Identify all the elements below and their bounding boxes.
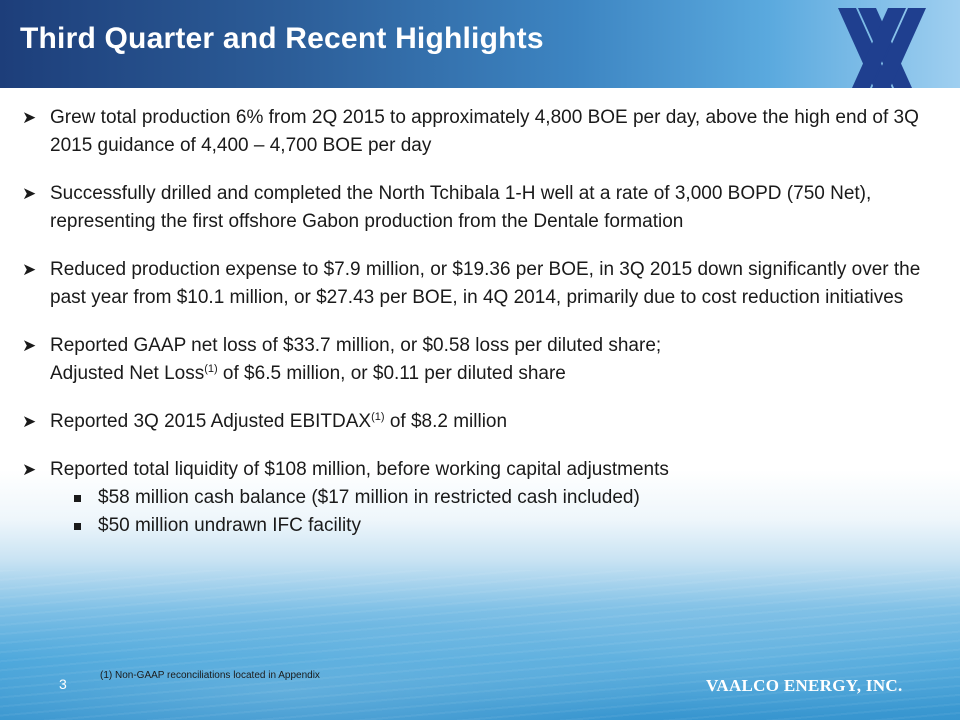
list-item: ➤ Reported GAAP net loss of $33.7 millio… xyxy=(22,332,922,388)
bullet-text: Reported total liquidity of $108 million… xyxy=(50,459,669,480)
list-item: ➤ Successfully drilled and completed the… xyxy=(22,180,922,236)
arrow-bullet-icon: ➤ xyxy=(22,184,37,203)
list-item: ➤ Reduced production expense to $7.9 mil… xyxy=(22,256,922,312)
bullet-text: Grew total production 6% from 2Q 2015 to… xyxy=(50,107,919,156)
sub-item-text: $50 million undrawn IFC facility xyxy=(98,515,361,536)
list-item: ➤ Grew total production 6% from 2Q 2015 … xyxy=(22,104,922,160)
bullet-text-line2a: Adjusted Net Loss xyxy=(50,363,205,384)
sub-list-item: $58 million cash balance ($17 million in… xyxy=(22,484,922,512)
title-banner: Third Quarter and Recent Highlights xyxy=(0,0,960,88)
arrow-bullet-icon: ➤ xyxy=(22,108,37,127)
arrow-bullet-icon: ➤ xyxy=(22,412,37,431)
arrow-bullet-icon: ➤ xyxy=(22,336,37,355)
vaalco-logo-icon xyxy=(838,8,926,88)
bullet-text-line1: Reported GAAP net loss of $33.7 million,… xyxy=(50,335,662,356)
ocean-background xyxy=(0,570,960,720)
page-number: 3 xyxy=(59,676,67,692)
bullet-text: Successfully drilled and completed the N… xyxy=(50,183,872,232)
sub-list-item: $50 million undrawn IFC facility xyxy=(22,512,922,540)
highlights-list: ➤ Grew total production 6% from 2Q 2015 … xyxy=(22,104,922,540)
list-item: ➤ Reported total liquidity of $108 milli… xyxy=(22,456,922,484)
bullet-text-line2b: of $6.5 million, or $0.11 per diluted sh… xyxy=(217,363,566,384)
arrow-bullet-icon: ➤ xyxy=(22,260,37,279)
list-item: ➤ Reported 3Q 2015 Adjusted EBITDAX(1) o… xyxy=(22,408,922,436)
square-bullet-icon xyxy=(74,523,81,530)
footnote-ref: (1) xyxy=(371,411,385,423)
sub-item-text: $58 million cash balance ($17 million in… xyxy=(98,487,640,508)
bullet-text-a: Reported 3Q 2015 Adjusted EBITDAX xyxy=(50,411,372,432)
bullet-text-b: of $8.2 million xyxy=(384,411,508,432)
footnote-ref: (1) xyxy=(204,363,218,375)
company-name: VAALCO ENERGY, INC. xyxy=(706,676,903,695)
square-bullet-icon xyxy=(74,495,81,502)
footnote: (1) Non-GAAP reconciliations located in … xyxy=(100,670,320,681)
slide-title: Third Quarter and Recent Highlights xyxy=(20,22,544,55)
arrow-bullet-icon: ➤ xyxy=(22,460,37,479)
bullet-text: Reduced production expense to $7.9 milli… xyxy=(50,259,921,308)
